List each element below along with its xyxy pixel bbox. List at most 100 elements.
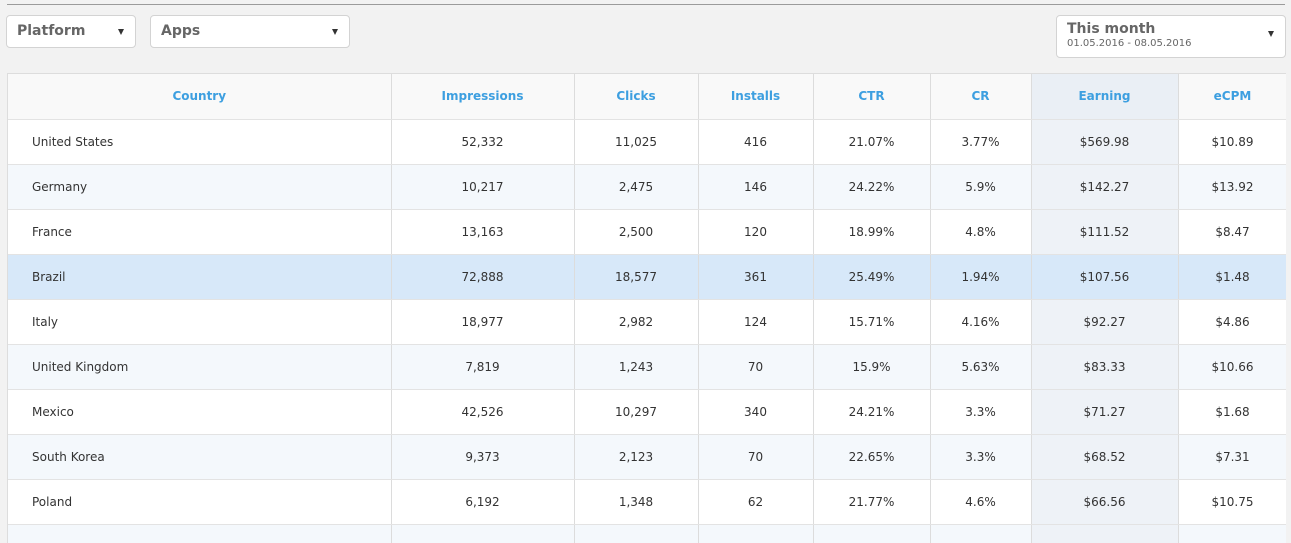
cell-ecpm: $1.68 bbox=[1178, 389, 1286, 435]
cell-ctr: 15.9% bbox=[813, 344, 931, 390]
cell-country: Poland bbox=[8, 479, 392, 525]
cell-ctr: 24.21% bbox=[813, 389, 931, 435]
cell-clicks: 18,577 bbox=[574, 254, 699, 300]
date-range-dropdown[interactable]: This month 01.05.2016 - 08.05.2016 bbox=[1056, 15, 1286, 58]
table-row-highlighted[interactable]: Brazil 72,888 18,577 361 25.49% 1.94% $1… bbox=[8, 254, 1286, 300]
stats-table: Country Impressions Clicks Installs CTR … bbox=[8, 74, 1286, 543]
cell-country: United States bbox=[8, 119, 392, 165]
table-header-row: Country Impressions Clicks Installs CTR … bbox=[8, 74, 1286, 120]
cell-installs: 124 bbox=[698, 299, 814, 345]
table-row[interactable]: South Korea 9,373 2,123 70 22.65% 3.3% $… bbox=[8, 434, 1286, 480]
cell-cr: 3.3% bbox=[930, 434, 1032, 480]
cell-installs: 146 bbox=[698, 164, 814, 210]
cell-cr: 1.94% bbox=[930, 254, 1032, 300]
table-row-partial[interactable] bbox=[8, 524, 1286, 543]
column-header-country[interactable]: Country bbox=[8, 74, 392, 120]
cell-installs: 70 bbox=[698, 344, 814, 390]
cell-ecpm: $1.48 bbox=[1178, 254, 1286, 300]
cell-ecpm: $8.47 bbox=[1178, 209, 1286, 255]
cell-country: Italy bbox=[8, 299, 392, 345]
column-header-installs[interactable]: Installs bbox=[698, 74, 814, 120]
table-row[interactable]: United Kingdom 7,819 1,243 70 15.9% 5.63… bbox=[8, 344, 1286, 390]
cell-ecpm: $10.75 bbox=[1178, 479, 1286, 525]
cell-earning: $107.56 bbox=[1031, 254, 1179, 300]
apps-dropdown[interactable]: Apps bbox=[150, 15, 350, 48]
platform-dropdown[interactable]: Platform bbox=[6, 15, 136, 48]
cell-ctr: 22.65% bbox=[813, 434, 931, 480]
cell-cr: 5.9% bbox=[930, 164, 1032, 210]
table-row[interactable]: Mexico 42,526 10,297 340 24.21% 3.3% $71… bbox=[8, 389, 1286, 435]
date-range-value: 01.05.2016 - 08.05.2016 bbox=[1067, 38, 1192, 49]
cell-ctr: 18.99% bbox=[813, 209, 931, 255]
cell-clicks: 1,348 bbox=[574, 479, 699, 525]
cell-ecpm: $10.89 bbox=[1178, 119, 1286, 165]
cell-earning: $111.52 bbox=[1031, 209, 1179, 255]
cell-impressions: 72,888 bbox=[391, 254, 575, 300]
cell-ctr: 25.49% bbox=[813, 254, 931, 300]
cell-earning: $569.98 bbox=[1031, 119, 1179, 165]
cell-clicks: 11,025 bbox=[574, 119, 699, 165]
cell-impressions: 7,819 bbox=[391, 344, 575, 390]
cell-country: Mexico bbox=[8, 389, 392, 435]
cell-clicks: 2,123 bbox=[574, 434, 699, 480]
column-header-impressions[interactable]: Impressions bbox=[391, 74, 575, 120]
cell-impressions: 52,332 bbox=[391, 119, 575, 165]
cell-earning: $142.27 bbox=[1031, 164, 1179, 210]
cell-ecpm: $7.31 bbox=[1178, 434, 1286, 480]
table-row[interactable]: Poland 6,192 1,348 62 21.77% 4.6% $66.56… bbox=[8, 479, 1286, 525]
column-header-cr[interactable]: CR bbox=[930, 74, 1032, 120]
cell-impressions: 13,163 bbox=[391, 209, 575, 255]
cell-earning: $68.52 bbox=[1031, 434, 1179, 480]
column-header-clicks[interactable]: Clicks bbox=[574, 74, 699, 120]
cell-impressions: 18,977 bbox=[391, 299, 575, 345]
cell-cr: 4.8% bbox=[930, 209, 1032, 255]
cell-impressions: 42,526 bbox=[391, 389, 575, 435]
cell-installs: 340 bbox=[698, 389, 814, 435]
cell-clicks: 2,500 bbox=[574, 209, 699, 255]
cell-cr: 3.77% bbox=[930, 119, 1032, 165]
stats-table-container: Country Impressions Clicks Installs CTR … bbox=[7, 73, 1286, 543]
date-range-label: This month bbox=[1067, 21, 1156, 37]
cell-installs: 62 bbox=[698, 479, 814, 525]
cell-ecpm: $10.66 bbox=[1178, 344, 1286, 390]
cell-clicks: 2,982 bbox=[574, 299, 699, 345]
table-row[interactable]: United States 52,332 11,025 416 21.07% 3… bbox=[8, 119, 1286, 165]
platform-dropdown-label: Platform bbox=[17, 23, 86, 39]
cell-installs: 416 bbox=[698, 119, 814, 165]
cell-clicks: 10,297 bbox=[574, 389, 699, 435]
cell-country: Germany bbox=[8, 164, 392, 210]
cell-cr: 4.6% bbox=[930, 479, 1032, 525]
table-row[interactable]: Germany 10,217 2,475 146 24.22% 5.9% $14… bbox=[8, 164, 1286, 210]
cell-impressions: 10,217 bbox=[391, 164, 575, 210]
table-row[interactable]: Italy 18,977 2,982 124 15.71% 4.16% $92.… bbox=[8, 299, 1286, 345]
cell-earning: $71.27 bbox=[1031, 389, 1179, 435]
cell-earning: $66.56 bbox=[1031, 479, 1179, 525]
caret-down-icon bbox=[118, 29, 124, 35]
cell-cr: 4.16% bbox=[930, 299, 1032, 345]
cell-cr: 3.3% bbox=[930, 389, 1032, 435]
column-header-ctr[interactable]: CTR bbox=[813, 74, 931, 120]
cell-earning: $92.27 bbox=[1031, 299, 1179, 345]
cell-ecpm: $13.92 bbox=[1178, 164, 1286, 210]
apps-dropdown-label: Apps bbox=[161, 23, 201, 39]
column-header-earning[interactable]: Earning bbox=[1031, 74, 1179, 120]
cell-impressions: 9,373 bbox=[391, 434, 575, 480]
cell-clicks: 2,475 bbox=[574, 164, 699, 210]
table-row[interactable]: France 13,163 2,500 120 18.99% 4.8% $111… bbox=[8, 209, 1286, 255]
cell-country: South Korea bbox=[8, 434, 392, 480]
cell-ctr: 21.07% bbox=[813, 119, 931, 165]
cell-cr: 5.63% bbox=[930, 344, 1032, 390]
cell-country: Brazil bbox=[8, 254, 392, 300]
caret-down-icon bbox=[332, 29, 338, 35]
caret-down-icon bbox=[1268, 31, 1274, 37]
cell-installs: 120 bbox=[698, 209, 814, 255]
cell-ctr: 21.77% bbox=[813, 479, 931, 525]
cell-clicks: 1,243 bbox=[574, 344, 699, 390]
cell-impressions: 6,192 bbox=[391, 479, 575, 525]
cell-installs: 361 bbox=[698, 254, 814, 300]
cell-ecpm: $4.86 bbox=[1178, 299, 1286, 345]
cell-country: United Kingdom bbox=[8, 344, 392, 390]
cell-earning: $83.33 bbox=[1031, 344, 1179, 390]
column-header-ecpm[interactable]: eCPM bbox=[1178, 74, 1286, 120]
top-divider bbox=[7, 4, 1285, 5]
